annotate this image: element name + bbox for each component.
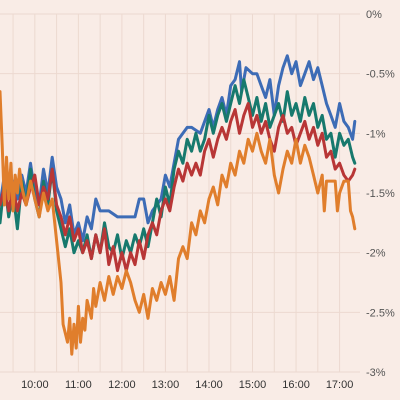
x-tick-label: 13:00	[152, 379, 180, 391]
y-tick-label: -2%	[366, 248, 386, 260]
y-tick-label: -2.5%	[366, 307, 395, 319]
y-tick-label: -3%	[366, 367, 386, 379]
y-tick-label: -1%	[366, 128, 386, 140]
x-tick-label: 17:00	[326, 379, 354, 391]
gridlines	[0, 13, 360, 373]
x-tick-label: 11:00	[65, 379, 92, 391]
x-tick-label: 16:00	[282, 379, 310, 391]
y-tick-label: 0%	[366, 9, 382, 21]
y-tick-label: -0.5%	[366, 69, 395, 81]
series-line-4	[0, 90, 357, 356]
x-tick-label: 15:00	[239, 379, 267, 391]
y-tick-label: -1.5%	[366, 188, 395, 200]
series-line-1	[0, 54, 357, 243]
x-tick-label: 12:00	[108, 379, 136, 391]
series-lines	[0, 54, 357, 356]
x-tick-label: 14:00	[195, 379, 223, 391]
x-tick-label: 10:00	[21, 379, 49, 391]
x-axis-tick-labels: 10:00 11:00 12:00 13:00 14:00 15:00 16:00 17:00	[21, 379, 353, 391]
series-line-2	[0, 78, 357, 261]
y-axis-tick-labels: 0% -0.5% -1% -1.5% -2% -2.5% -3%	[366, 9, 395, 379]
series-line-3	[0, 102, 357, 273]
